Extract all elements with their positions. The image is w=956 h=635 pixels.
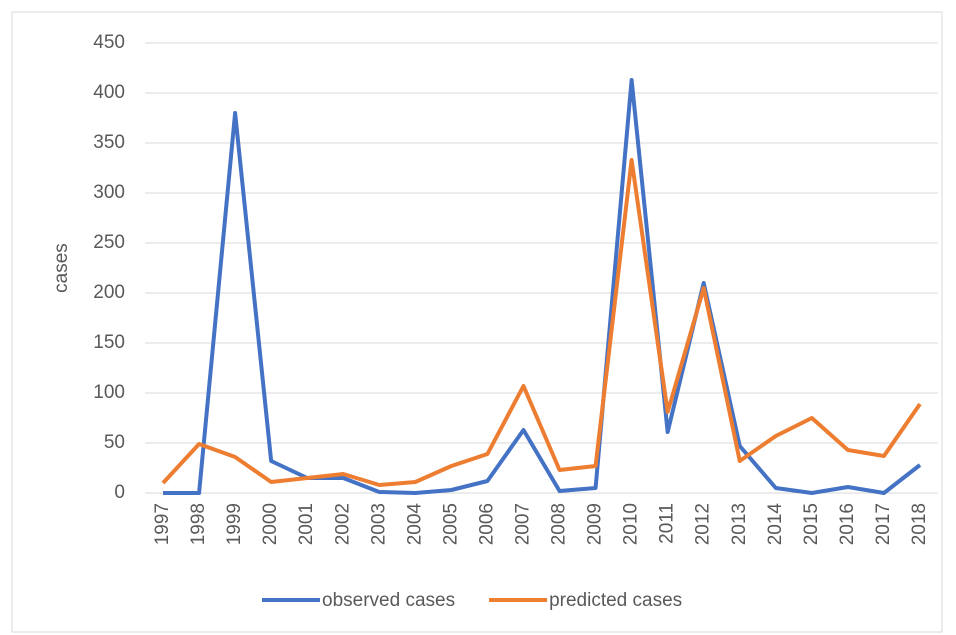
series-line	[161, 158, 922, 487]
x-tick-label: 2002	[332, 503, 353, 545]
y-tick-label: 350	[93, 132, 125, 153]
x-tick-label: 2009	[585, 503, 606, 545]
x-tick-label: 1998	[188, 503, 209, 545]
y-tick-label: 150	[93, 332, 125, 353]
x-tick-label: 2004	[404, 503, 425, 546]
y-tick-label: 200	[93, 282, 125, 303]
x-tick-label: 2005	[440, 503, 461, 545]
x-tick-label: 2008	[549, 503, 570, 545]
x-tick-label: 2000	[260, 503, 281, 545]
legend-label: predicted cases	[549, 590, 682, 611]
x-tick-label: 2017	[873, 503, 894, 545]
x-tick-label: 2012	[693, 503, 714, 545]
x-tick-label: 2003	[368, 503, 389, 545]
x-tick-label: 2015	[801, 503, 822, 545]
y-tick-label: 100	[93, 382, 125, 403]
legend-label: observed cases	[322, 590, 455, 611]
x-tick-label: 2006	[476, 503, 497, 545]
x-tick-label: 2010	[621, 503, 642, 545]
y-tick-label: 400	[93, 82, 125, 103]
y-tick-label: 250	[93, 232, 125, 253]
x-tick-label: 2007	[512, 503, 533, 545]
x-tick-label: 2016	[837, 503, 858, 545]
y-tick-label: 300	[93, 182, 125, 203]
chart-border	[11, 11, 943, 633]
x-tick-label: 2001	[296, 503, 317, 545]
y-axis-label: cases	[51, 243, 72, 293]
x-tick-label: 2018	[909, 503, 930, 545]
y-tick-label: 450	[93, 32, 125, 53]
x-tick-label: 1999	[224, 503, 245, 545]
x-tick-label: 2011	[657, 503, 678, 544]
x-tick-label: 2013	[729, 503, 750, 545]
series-line	[163, 78, 922, 495]
y-tick-label: 0	[114, 482, 125, 503]
x-tick-label: 2014	[765, 503, 786, 546]
x-tick-label: 1997	[152, 503, 173, 545]
y-tick-label: 50	[104, 432, 125, 453]
